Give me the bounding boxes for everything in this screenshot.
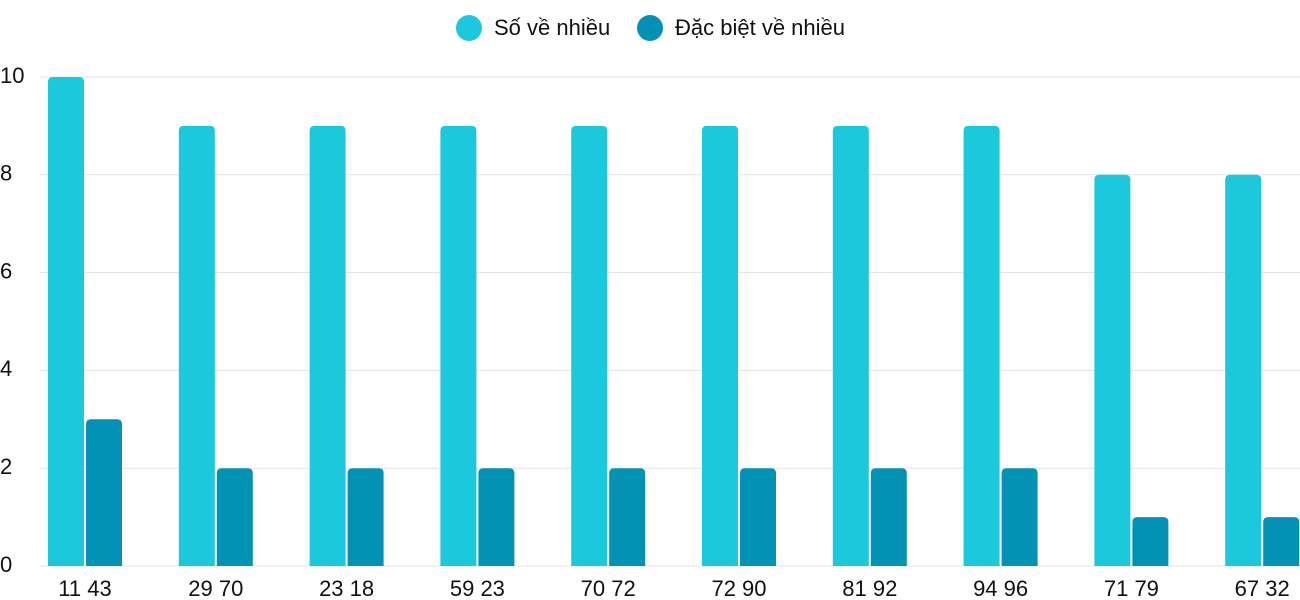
bar bbox=[571, 125, 608, 567]
bar bbox=[86, 419, 122, 566]
x-tick-label: 59 23 bbox=[450, 576, 505, 600]
legend-label: Số về nhiều bbox=[494, 15, 610, 40]
bar bbox=[740, 468, 776, 566]
bar bbox=[963, 125, 1000, 567]
x-tick-label: 81 92 bbox=[842, 576, 897, 600]
x-tick-label: 11 43 bbox=[58, 576, 111, 600]
x-tick-label: 94 96 bbox=[973, 576, 1028, 600]
bar bbox=[48, 77, 84, 566]
legend-marker bbox=[456, 15, 482, 41]
legend-label: Đặc biệt về nhiều bbox=[675, 15, 845, 40]
bar bbox=[178, 125, 215, 567]
bar bbox=[216, 468, 253, 566]
x-tick-label: 67 32 bbox=[1235, 576, 1290, 600]
y-tick-label: 0 bbox=[0, 552, 12, 577]
bar bbox=[440, 125, 477, 567]
bar bbox=[1094, 174, 1131, 567]
x-tick-label: 72 90 bbox=[711, 576, 766, 600]
y-tick-label: 2 bbox=[0, 454, 12, 479]
bar bbox=[870, 468, 907, 566]
x-tick-label: 70 72 bbox=[581, 576, 636, 600]
x-tick-label: 23 18 bbox=[319, 576, 374, 600]
y-tick-label: 4 bbox=[0, 356, 12, 381]
y-tick-label: 10 bbox=[0, 63, 24, 88]
y-tick-label: 8 bbox=[0, 161, 12, 186]
bar bbox=[1263, 517, 1300, 566]
legend-marker bbox=[637, 15, 663, 41]
x-tick-label: 29 70 bbox=[188, 576, 243, 600]
x-tick-label: 71 79 bbox=[1104, 576, 1159, 600]
bar bbox=[832, 125, 869, 567]
bar bbox=[1001, 468, 1038, 566]
bar bbox=[478, 468, 515, 566]
bar bbox=[347, 468, 384, 566]
y-tick-label: 6 bbox=[0, 258, 12, 283]
bar bbox=[1132, 517, 1169, 566]
bar bbox=[309, 125, 346, 567]
bar bbox=[1225, 174, 1262, 567]
bar bbox=[702, 125, 738, 567]
bar bbox=[609, 468, 646, 566]
